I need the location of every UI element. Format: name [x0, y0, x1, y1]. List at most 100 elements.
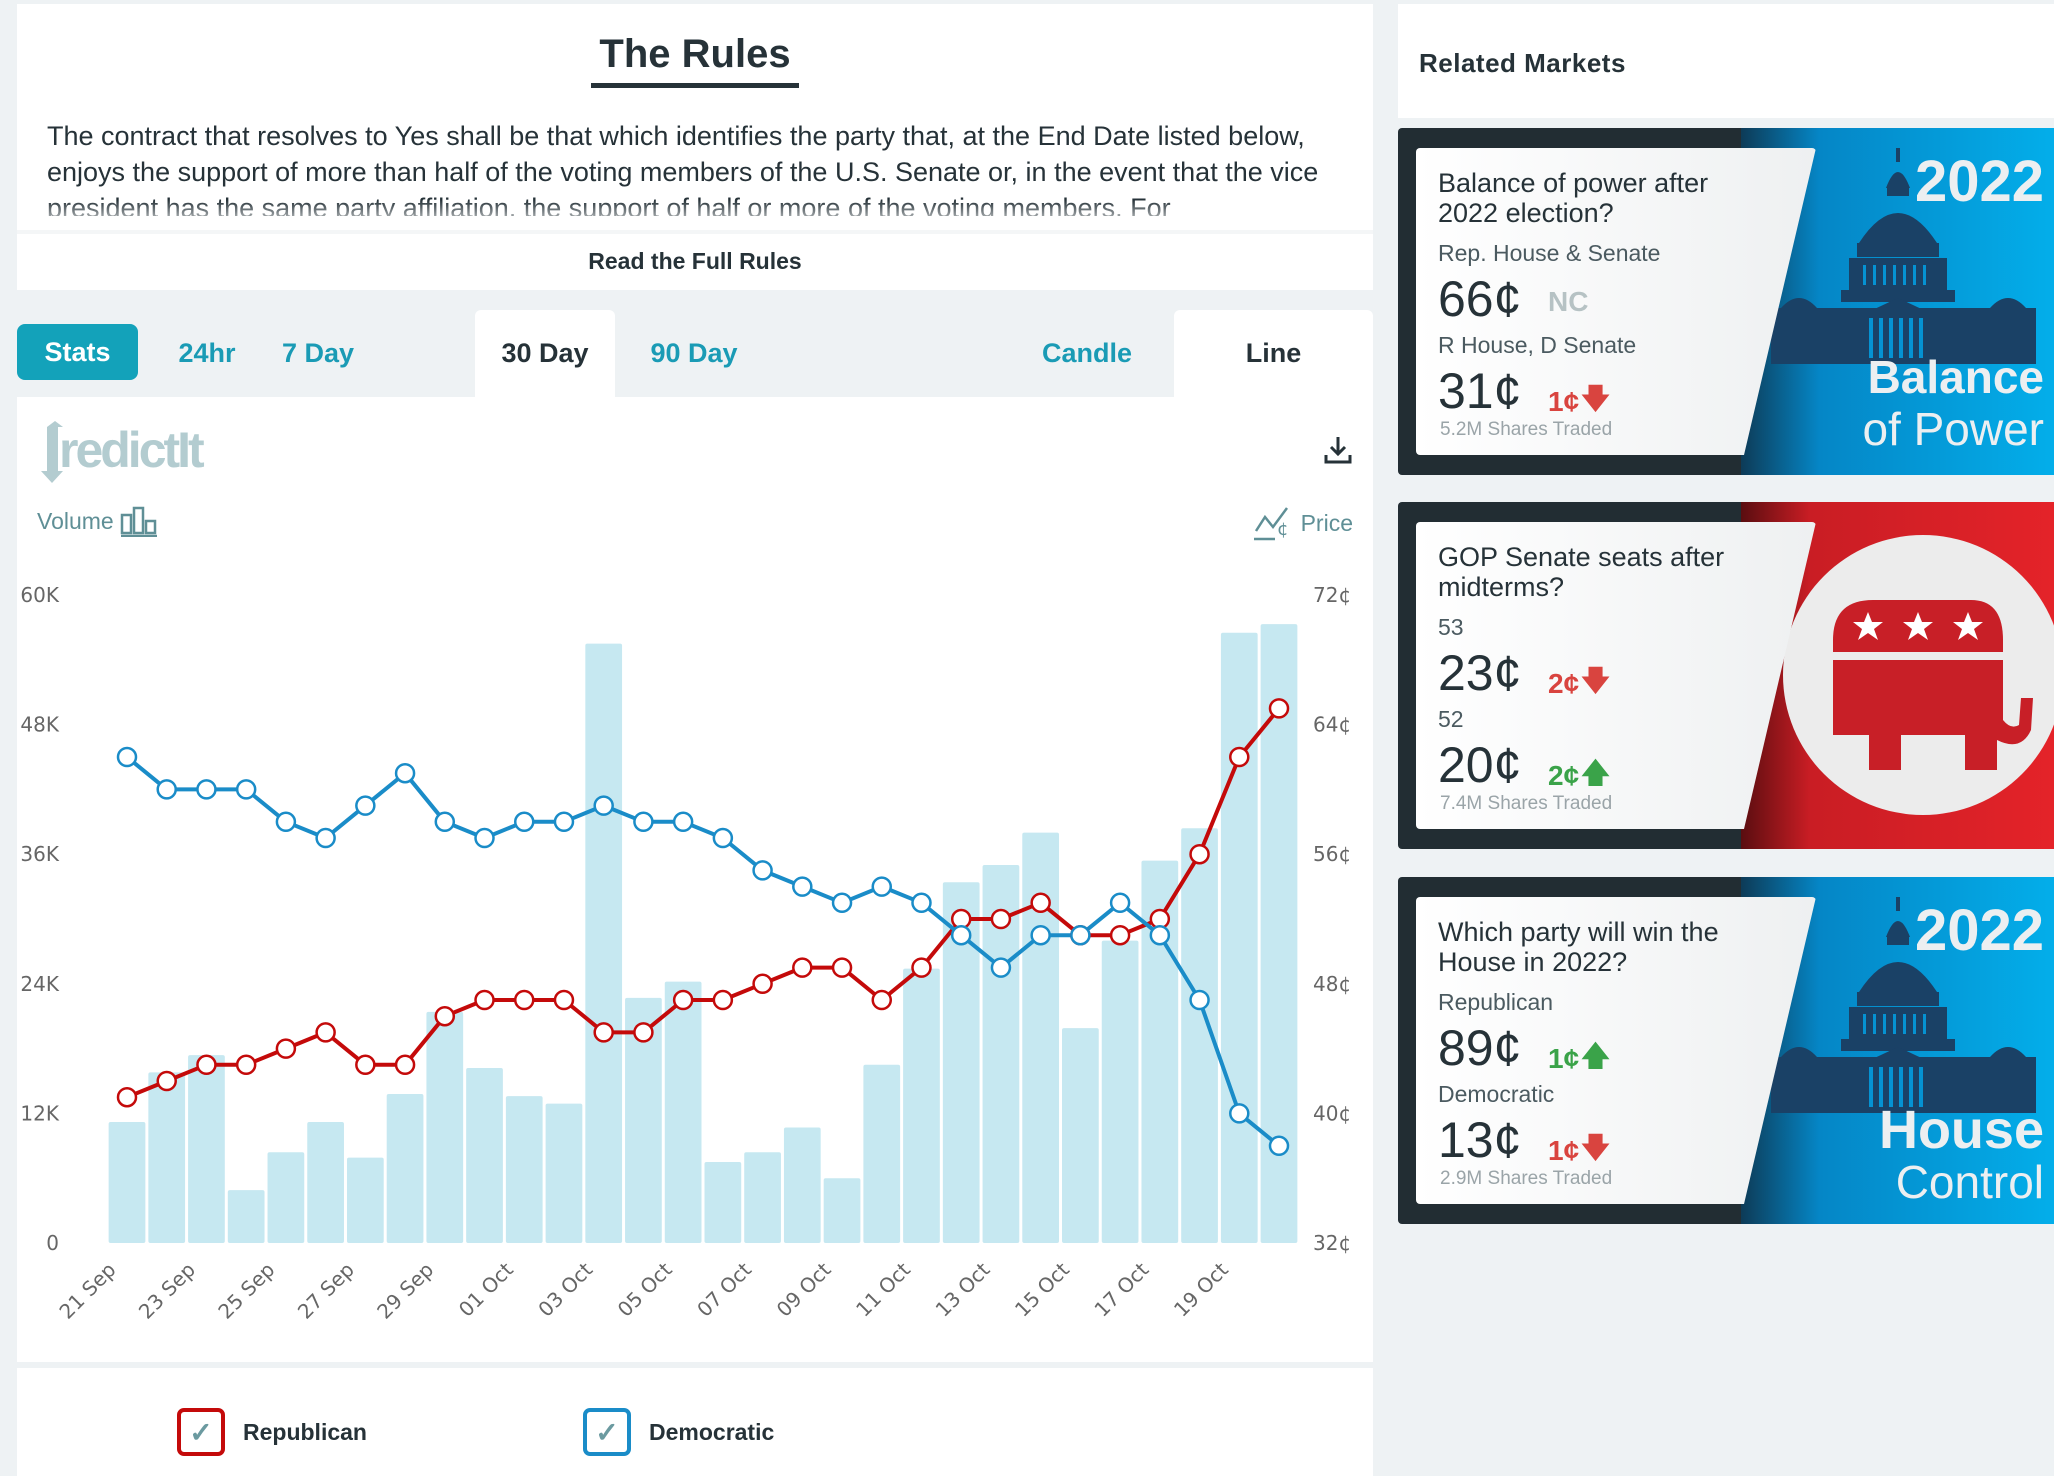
republican-point: [593, 1022, 614, 1043]
price-tick-label: 56¢: [1313, 842, 1351, 866]
republican-point: [196, 1054, 217, 1076]
art-title: Balance: [1867, 351, 2044, 403]
legend-republican[interactable]: ✓ Republican: [177, 1408, 367, 1456]
tab-line[interactable]: Line: [1174, 310, 1373, 397]
option-label: 52: [1438, 706, 1464, 732]
change-value: NC: [1548, 286, 1589, 317]
democratic-point: [672, 811, 694, 833]
market-art: 2022 Balance of Power: [1741, 128, 2054, 475]
change-value: 1¢: [1548, 1135, 1580, 1166]
x-tick-label: 23 Sep: [134, 1258, 200, 1324]
volume-bar: [783, 1127, 821, 1243]
rules-fade: [17, 200, 1373, 230]
market-card-house-control[interactable]: 2022 House Control Which party will win …: [1398, 877, 2054, 1224]
democratic-point: [275, 811, 297, 833]
price-label: Price: [1300, 509, 1353, 536]
tab-30-day[interactable]: 30 Day: [475, 310, 615, 397]
legend-democratic[interactable]: ✓ Democratic: [583, 1408, 774, 1456]
democratic-point: [1268, 1135, 1290, 1157]
republican-point: [355, 1054, 376, 1076]
x-tick-label: 11 Oct: [851, 1257, 915, 1321]
x-tick-label: 15 Oct: [1010, 1257, 1074, 1321]
republican-point: [315, 1022, 336, 1043]
republican-checkbox[interactable]: ✓: [177, 1408, 225, 1456]
arrow-down-icon: 🡇: [1581, 1132, 1610, 1163]
republican-point: [871, 989, 893, 1011]
republican-point: [474, 989, 495, 1011]
market-question: GOP Senate seats after midterms?: [1438, 542, 1725, 602]
x-tick-label: 29 Sep: [372, 1258, 438, 1324]
volume-bar: [466, 1068, 503, 1243]
chart-legend: ✓ Republican ✓ Democratic: [17, 1368, 1373, 1476]
republican-point: [712, 989, 734, 1011]
democratic-point: [871, 876, 893, 897]
market-panel: [1416, 148, 1816, 455]
option-price: 13¢: [1438, 1112, 1522, 1168]
x-tick-label: 19 Oct: [1169, 1257, 1233, 1321]
price-axis-label[interactable]: ¢ Price: [1253, 505, 1353, 541]
volume-bar: [704, 1162, 742, 1243]
democratic-point: [553, 811, 575, 833]
republican-point: [275, 1038, 297, 1059]
read-full-rules-link[interactable]: Read the Full Rules: [588, 248, 802, 274]
tab-90-day[interactable]: 90 Day: [650, 338, 738, 368]
democratic-point: [1149, 924, 1171, 946]
divider: [17, 230, 1373, 234]
market-card-balance-of-power[interactable]: 2022 Balance of Power Balance of power a…: [1398, 128, 2054, 475]
volume-bar: [664, 981, 702, 1243]
option-price: 20¢: [1438, 737, 1522, 793]
volume-bar: [1181, 828, 1218, 1243]
market-question: Balance of power after 2022 election?: [1438, 168, 1709, 228]
tab-candle[interactable]: Candle: [1041, 338, 1133, 368]
download-icon[interactable]: [1323, 435, 1353, 470]
market-card-gop-senate-seats[interactable]: GOP Senate seats after midterms? 53 23¢ …: [1398, 502, 2054, 849]
democratic-point: [990, 957, 1012, 978]
volume-tick-label: 0: [46, 1231, 59, 1255]
related-markets-title: Related Markets: [1419, 48, 1626, 78]
logo-text: redictIt: [59, 422, 205, 478]
republican-point: [553, 989, 575, 1011]
volume-bar: [744, 1152, 781, 1243]
volume-tick-label: 48K: [20, 713, 59, 737]
volume-bar: [903, 968, 940, 1243]
shares-traded: 5.2M Shares Traded: [1440, 419, 1613, 440]
democratic-checkbox[interactable]: ✓: [583, 1408, 631, 1456]
shares-traded: 7.4M Shares Traded: [1440, 793, 1613, 814]
democratic-point: [633, 811, 654, 833]
volume-bar: [346, 1157, 384, 1243]
option-change: 1¢ 🡇: [1548, 378, 1610, 426]
tab-24hr[interactable]: 24hr: [178, 338, 236, 368]
price-tick-label: 64¢: [1313, 713, 1351, 737]
republican-point: [1229, 746, 1250, 768]
volume-bar: [386, 1093, 424, 1243]
svg-text:¢: ¢: [1277, 519, 1288, 540]
option-label: Democratic: [1438, 1081, 1555, 1107]
bar-chart-icon: [120, 506, 157, 537]
option-change: 1¢ 🡅: [1548, 1035, 1610, 1083]
option-price: 66¢: [1438, 271, 1522, 327]
democratic-point: [593, 795, 614, 816]
republican-elephant-icon: [1783, 535, 2054, 815]
republican-point: [116, 1086, 138, 1108]
arrow-down-icon: 🡇: [1581, 383, 1610, 414]
republican-point: [1109, 924, 1131, 946]
democratic-point: [950, 924, 972, 946]
volume-bar: [1101, 940, 1139, 1243]
republican-point: [672, 989, 694, 1011]
republican-point: [752, 973, 773, 995]
x-tick-label: 07 Oct: [692, 1257, 756, 1321]
chart-tabs: Stats 24hr 7 Day 30 Day 90 Day Candle Li…: [17, 310, 1373, 397]
x-tick-label: 09 Oct: [772, 1257, 836, 1321]
x-tick-label: 05 Oct: [613, 1257, 677, 1321]
volume-bar: [1062, 1028, 1099, 1243]
tab-7-day[interactable]: 7 Day: [281, 338, 355, 368]
volume-bar: [188, 1055, 225, 1243]
volume-axis-label[interactable]: Volume: [37, 505, 160, 537]
volume-bar: [545, 1103, 583, 1243]
volume-bar: [426, 1011, 464, 1243]
volume-bar: [942, 882, 980, 1243]
x-tick-label: 27 Sep: [293, 1258, 359, 1324]
stats-button[interactable]: Stats: [17, 324, 138, 380]
chart-card: redictIt Volume ¢ Price 0 12K 24K 36K 48K 60K…: [17, 397, 1373, 1362]
option-price: 31¢: [1438, 363, 1522, 419]
